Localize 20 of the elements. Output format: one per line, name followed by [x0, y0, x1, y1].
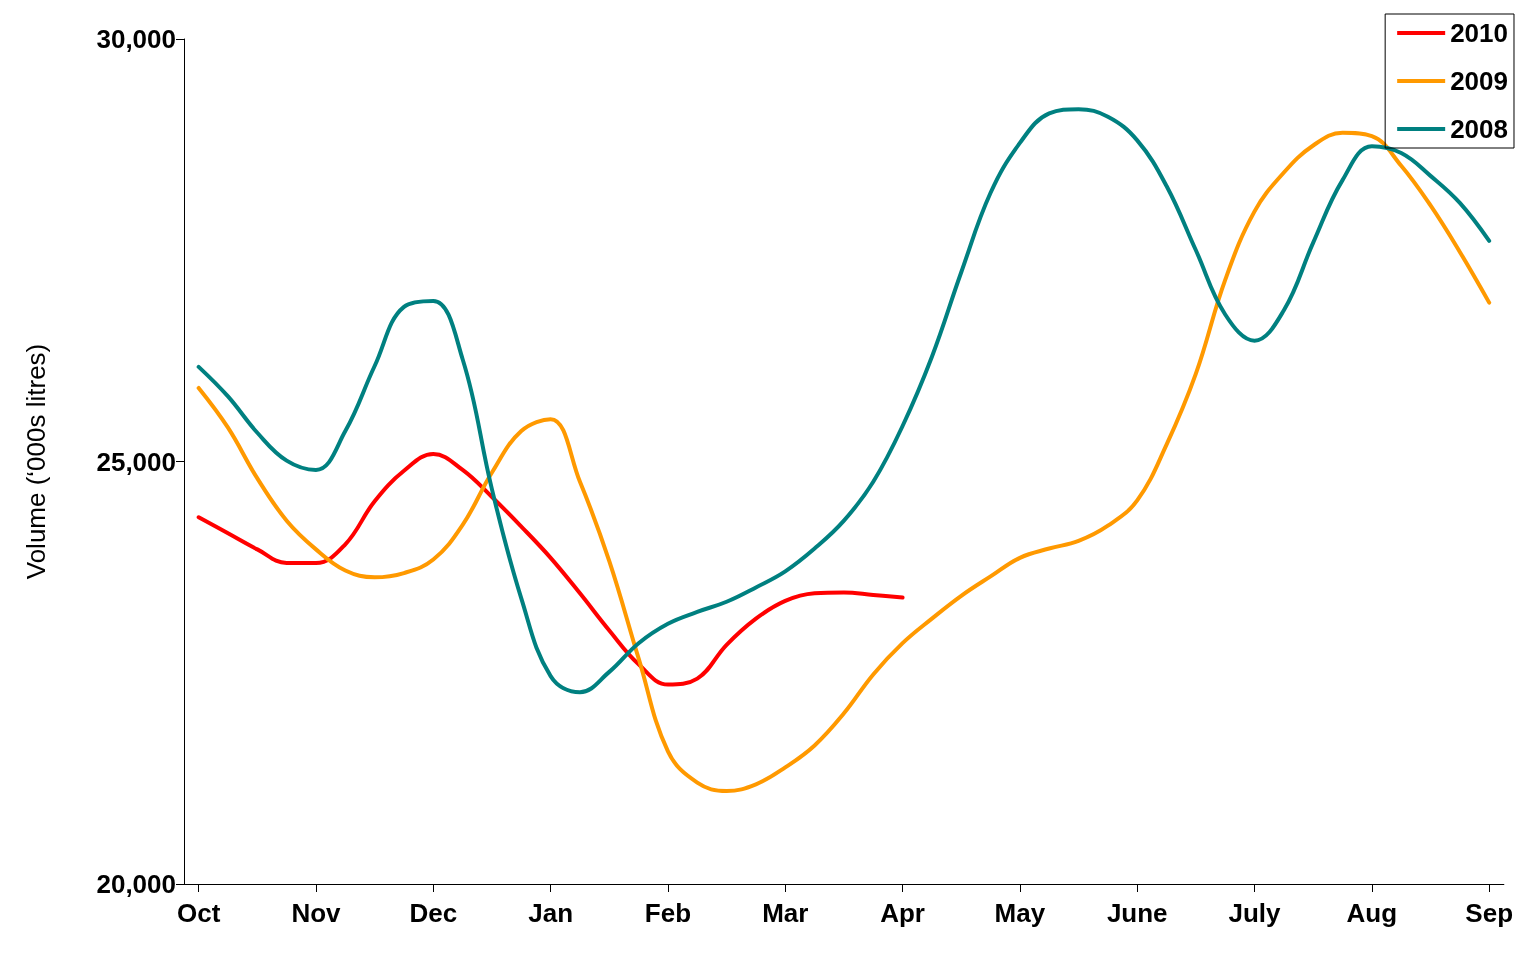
x-tick-label: Jan: [528, 898, 574, 928]
legend-label: 2010: [1450, 18, 1508, 48]
y-axis-title: Volume (‘000s litres): [21, 343, 51, 580]
x-tick-label: July: [1228, 898, 1282, 928]
x-tick-label: Apr: [880, 898, 925, 928]
x-tick-label: Mar: [762, 898, 809, 928]
x-tick-label: Oct: [176, 898, 221, 928]
x-tick-label: May: [994, 898, 1046, 928]
x-tick-label: Aug: [1346, 898, 1398, 928]
y-tick-label: 20,000: [96, 869, 176, 899]
line-series: [196, 451, 905, 687]
legend-label: 2009: [1450, 66, 1508, 96]
x-tick-label: Dec: [409, 898, 458, 928]
x-tick-label: June: [1106, 898, 1168, 928]
legend-label: 2008: [1450, 114, 1508, 144]
x-tick-label: Nov: [291, 898, 342, 928]
x-tick-label: Feb: [644, 898, 692, 928]
y-tick-label: 25,000: [96, 446, 176, 477]
x-tick-label: Sep: [1465, 898, 1514, 928]
y-tick-label: 30,000: [96, 24, 176, 54]
